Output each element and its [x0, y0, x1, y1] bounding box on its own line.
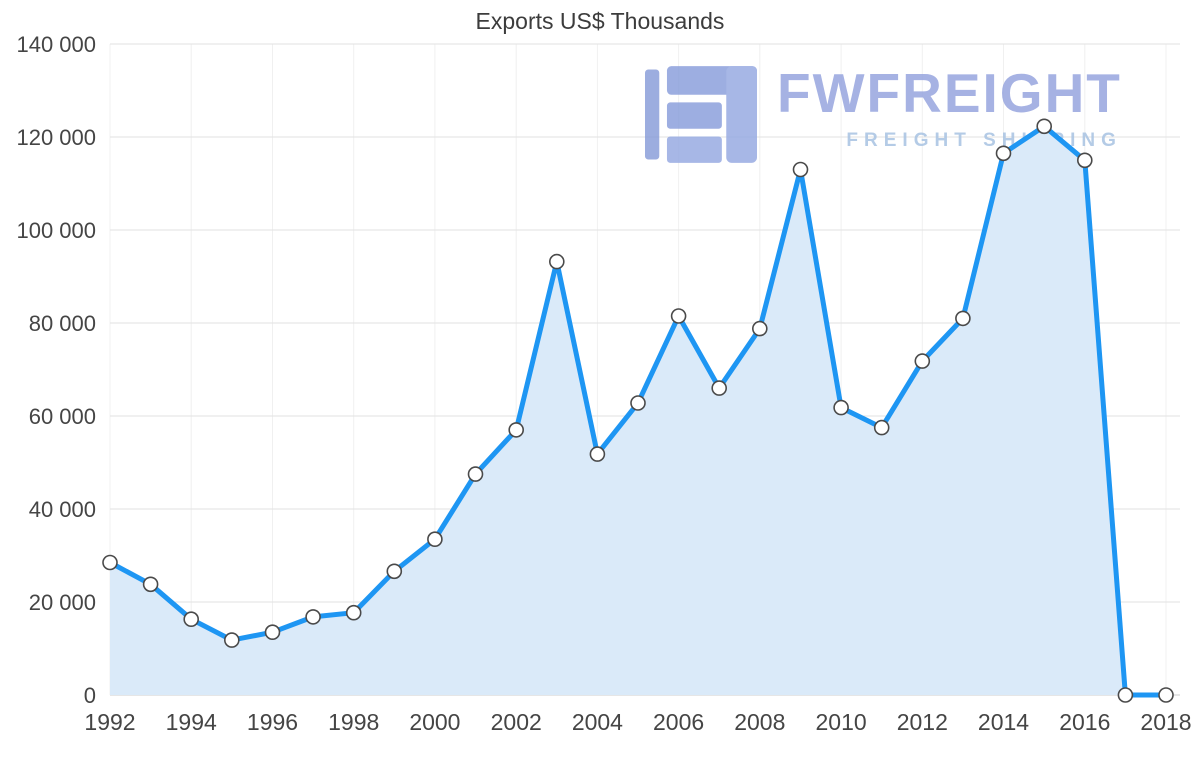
- data-point-marker: [345, 604, 362, 621]
- data-point-marker: [670, 308, 687, 324]
- data-point-marker: [467, 466, 484, 482]
- x-tick-label: 1994: [166, 709, 217, 735]
- data-point-marker: [183, 611, 199, 628]
- x-tick-label: 1998: [328, 709, 379, 735]
- data-point-marker: [914, 353, 931, 369]
- x-tick-label: 2014: [978, 709, 1029, 735]
- data-point-marker: [1117, 687, 1134, 703]
- x-tick-label: 2012: [897, 709, 948, 735]
- y-tick-label: 0: [84, 683, 96, 708]
- x-tick-label: 2000: [409, 709, 460, 735]
- data-point-marker: [1158, 687, 1174, 703]
- y-tick-label: 140 000: [16, 32, 96, 57]
- data-point-marker: [102, 554, 118, 571]
- data-point-marker: [955, 310, 971, 327]
- x-tick-label: 2010: [816, 709, 867, 735]
- data-point-marker: [386, 563, 403, 580]
- y-tick-label: 120 000: [16, 125, 96, 150]
- data-point-marker: [264, 624, 281, 641]
- data-point-marker: [1077, 152, 1093, 169]
- y-tick-label: 40 000: [29, 497, 96, 522]
- x-tick-label: 2004: [572, 709, 623, 735]
- x-tick-label: 2016: [1059, 709, 1110, 735]
- data-point-marker: [305, 609, 321, 625]
- x-tick-label: 1996: [247, 709, 298, 735]
- x-tick-label: 2002: [491, 709, 542, 735]
- x-tick-label: 2008: [734, 709, 785, 735]
- x-tick-label: 2006: [653, 709, 704, 735]
- data-point-marker: [1036, 118, 1052, 135]
- x-tick-label: 1992: [84, 709, 135, 735]
- data-point-marker: [751, 320, 768, 337]
- x-tick-label: 2018: [1140, 709, 1191, 735]
- data-point-marker: [630, 395, 646, 411]
- y-tick-label: 100 000: [16, 218, 96, 243]
- data-point-marker: [995, 145, 1012, 162]
- data-point-marker: [792, 161, 809, 178]
- y-tick-label: 60 000: [29, 404, 96, 429]
- data-point-marker: [224, 632, 240, 648]
- y-tick-label: 80 000: [29, 311, 96, 336]
- data-point-marker: [427, 531, 443, 548]
- data-point-marker: [589, 446, 606, 462]
- data-point-marker: [548, 253, 565, 270]
- data-point-marker: [873, 419, 890, 436]
- data-point-marker: [508, 422, 525, 438]
- data-point-marker: [711, 380, 728, 396]
- data-point-marker: [833, 399, 849, 416]
- y-tick-label: 20 000: [29, 590, 96, 615]
- data-point-marker: [142, 576, 159, 593]
